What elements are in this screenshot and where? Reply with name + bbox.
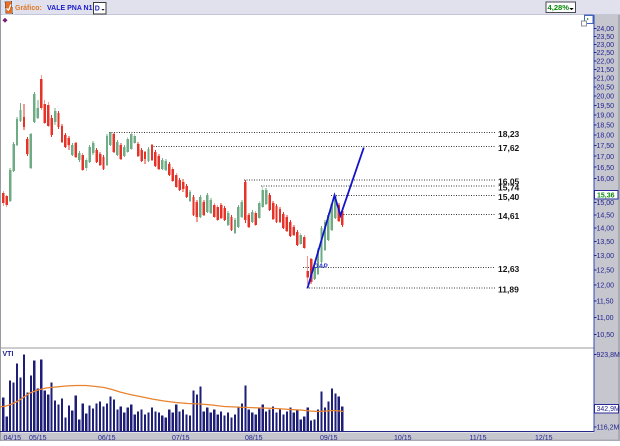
svg-text:GAP: GAP xyxy=(314,263,329,270)
svg-text:Gráfico:: Gráfico: xyxy=(15,5,42,12)
svg-text:15,36: 15,36 xyxy=(597,192,615,199)
svg-text:23,50: 23,50 xyxy=(597,34,615,41)
svg-text:06/15: 06/15 xyxy=(98,435,116,441)
svg-text:12,63: 12,63 xyxy=(498,264,520,274)
svg-text:17,62: 17,62 xyxy=(498,143,520,153)
svg-text:12,00: 12,00 xyxy=(597,283,615,290)
svg-text:VTI: VTI xyxy=(3,351,14,358)
svg-text:15,00: 15,00 xyxy=(597,200,615,207)
svg-text:11/15: 11/15 xyxy=(470,435,487,441)
svg-text:17,00: 17,00 xyxy=(597,154,615,161)
svg-text:19,00: 19,00 xyxy=(597,113,615,120)
svg-text:14,00: 14,00 xyxy=(597,226,615,233)
svg-text:15,40: 15,40 xyxy=(498,192,520,202)
svg-text:18,50: 18,50 xyxy=(597,123,615,130)
svg-text:20,00: 20,00 xyxy=(597,94,615,101)
svg-text:13,50: 13,50 xyxy=(597,239,615,246)
svg-text:21,50: 21,50 xyxy=(597,67,615,74)
svg-text:14,61: 14,61 xyxy=(498,211,520,221)
svg-text:11,00: 11,00 xyxy=(597,315,614,322)
svg-text:12,50: 12,50 xyxy=(597,268,615,275)
svg-text:22,00: 22,00 xyxy=(597,58,615,65)
svg-text:18,23: 18,23 xyxy=(498,129,520,139)
svg-text:D: D xyxy=(95,6,100,13)
svg-text:11,50: 11,50 xyxy=(597,298,614,305)
svg-text:923,8M: 923,8M xyxy=(597,352,620,359)
svg-text:10/15: 10/15 xyxy=(394,435,412,441)
svg-text:24,00: 24,00 xyxy=(597,26,615,33)
svg-text:19,50: 19,50 xyxy=(597,103,615,110)
svg-text:12/15: 12/15 xyxy=(535,435,553,441)
svg-text:10,50: 10,50 xyxy=(597,332,615,339)
svg-text:21,00: 21,00 xyxy=(597,76,615,83)
svg-text:16,50: 16,50 xyxy=(597,165,615,172)
svg-text:05/15: 05/15 xyxy=(29,435,47,441)
svg-text:18,00: 18,00 xyxy=(597,133,615,140)
svg-text:23,00: 23,00 xyxy=(597,42,615,49)
svg-text:22,50: 22,50 xyxy=(597,50,615,57)
svg-text:4,28%: 4,28% xyxy=(548,3,570,12)
svg-text:VALE PNA N1: VALE PNA N1 xyxy=(47,5,93,12)
svg-text:07/15: 07/15 xyxy=(172,435,190,441)
svg-text:116,2M: 116,2M xyxy=(597,425,620,432)
svg-text:04/15: 04/15 xyxy=(4,435,22,441)
svg-text:342,9M: 342,9M xyxy=(597,406,620,413)
svg-text:17,50: 17,50 xyxy=(597,143,615,150)
svg-text:08/15: 08/15 xyxy=(245,435,263,441)
svg-text:11,89: 11,89 xyxy=(498,285,519,295)
svg-text:20,50: 20,50 xyxy=(597,85,615,92)
svg-text:14,50: 14,50 xyxy=(597,213,615,220)
svg-text:09/15: 09/15 xyxy=(320,435,338,441)
svg-text:16,00: 16,00 xyxy=(597,176,615,183)
svg-text:13,00: 13,00 xyxy=(597,253,615,260)
